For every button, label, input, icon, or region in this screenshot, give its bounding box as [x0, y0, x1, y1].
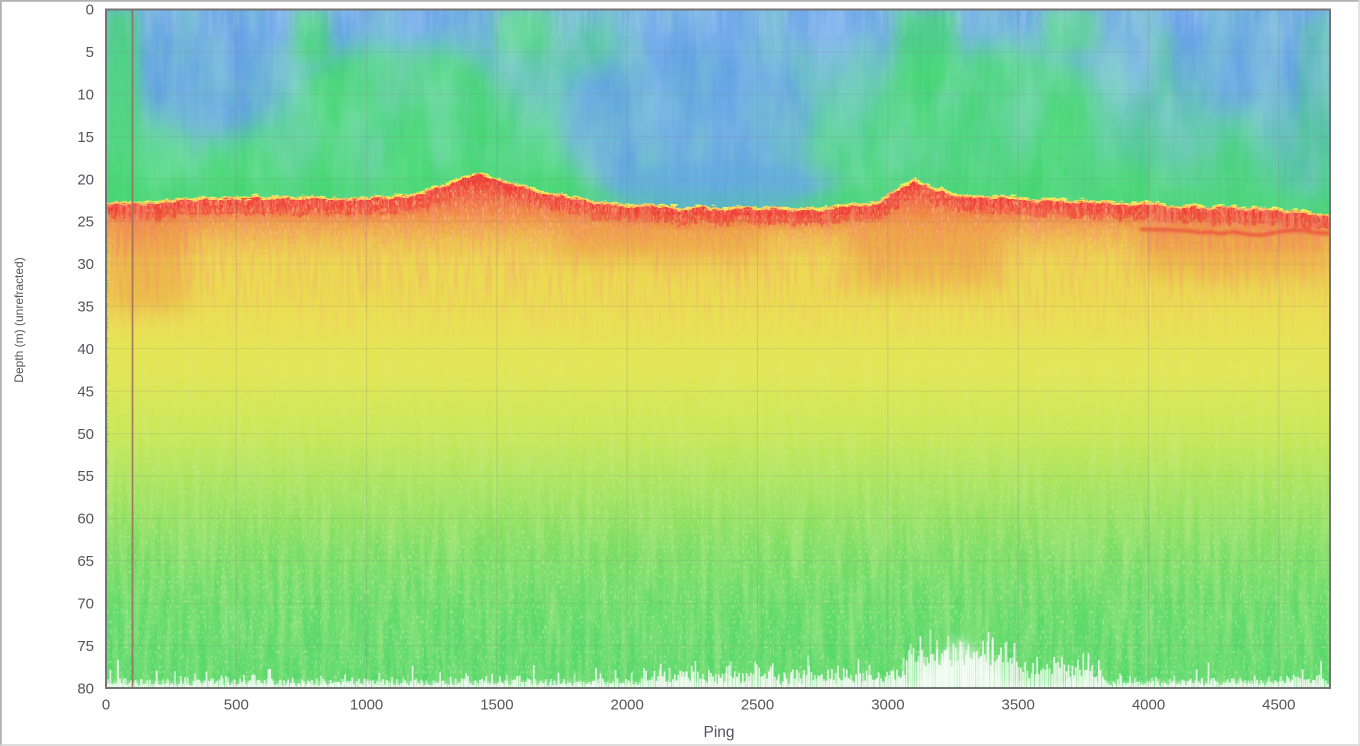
svg-text:3000: 3000	[871, 697, 904, 714]
svg-text:Ping: Ping	[703, 724, 734, 741]
svg-text:75: 75	[77, 638, 94, 655]
svg-text:20: 20	[77, 171, 94, 188]
svg-text:15: 15	[77, 129, 94, 146]
svg-text:2500: 2500	[741, 697, 774, 714]
svg-text:65: 65	[77, 553, 94, 570]
svg-text:3500: 3500	[1002, 697, 1035, 714]
svg-text:80: 80	[77, 680, 94, 697]
svg-text:1000: 1000	[350, 697, 383, 714]
svg-text:50: 50	[77, 426, 94, 443]
svg-text:0: 0	[102, 697, 110, 714]
svg-text:35: 35	[77, 299, 94, 316]
svg-text:40: 40	[77, 341, 94, 358]
svg-text:2000: 2000	[611, 697, 644, 714]
svg-text:70: 70	[77, 595, 94, 612]
svg-text:45: 45	[77, 383, 94, 400]
svg-text:4500: 4500	[1262, 697, 1295, 714]
svg-text:0: 0	[86, 2, 94, 19]
svg-text:10: 10	[77, 87, 94, 104]
svg-text:4000: 4000	[1132, 697, 1165, 714]
svg-text:500: 500	[224, 697, 249, 714]
svg-text:60: 60	[77, 511, 94, 528]
svg-text:25: 25	[77, 214, 94, 231]
svg-text:Depth (m) (unrefracted): Depth (m) (unrefracted)	[12, 257, 26, 382]
svg-text:30: 30	[77, 256, 94, 273]
svg-text:55: 55	[77, 468, 94, 485]
svg-text:5: 5	[86, 44, 94, 61]
svg-text:1500: 1500	[480, 697, 513, 714]
